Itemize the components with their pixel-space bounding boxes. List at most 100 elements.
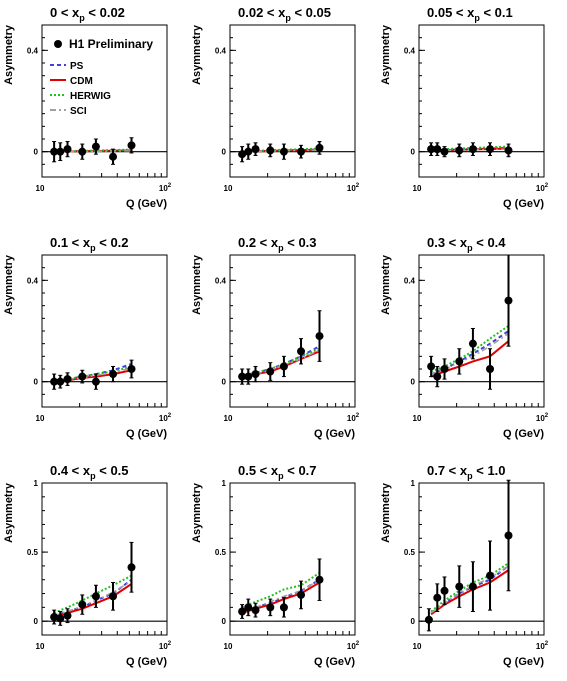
title-sub: p — [90, 471, 96, 481]
data-point — [266, 367, 275, 376]
x-tick-label: 10 — [224, 184, 233, 193]
data-point — [56, 614, 65, 623]
data-point — [109, 370, 118, 379]
x-tick-label: 102 — [159, 413, 172, 423]
x-axis-label: Q (GeV) — [126, 428, 167, 440]
data-point — [63, 375, 72, 384]
data-point — [279, 362, 288, 371]
title-post: < 0.05 — [291, 5, 331, 20]
title-sub: p — [285, 13, 291, 23]
x-axis-label: Q (GeV) — [314, 656, 355, 668]
panel-title: 0.02 < xp < 0.05 — [238, 5, 331, 23]
x-tick-label: 10 — [413, 642, 422, 651]
x-tick-label: 10 — [413, 184, 422, 193]
title-pre: 0.7 < x — [427, 463, 468, 478]
data-point — [427, 145, 436, 154]
title-post: < 0.1 — [480, 5, 513, 20]
y-tick-label: 0 — [222, 148, 227, 157]
x-tick-label: 10 — [36, 414, 45, 423]
y-tick-label: 0 — [34, 148, 39, 157]
data-point — [279, 603, 288, 612]
data-point — [50, 147, 59, 156]
data-point — [455, 582, 464, 591]
x-axis-label: Q (GeV) — [503, 198, 544, 210]
x-tick-label: 10 — [413, 414, 422, 423]
x-tick-label: 102 — [536, 183, 549, 193]
x-tick-base: 10 — [159, 184, 168, 193]
data-point — [251, 370, 260, 379]
y-axis-label: Asymmetry — [191, 254, 203, 315]
panel-title: 0.3 < xp < 0.4 — [427, 235, 506, 253]
title-post: < 0.02 — [85, 5, 125, 20]
x-tick-base: 10 — [224, 184, 233, 193]
series-cdm — [430, 340, 510, 378]
x-tick-base: 10 — [413, 414, 422, 423]
data-point — [440, 147, 449, 156]
x-axis-label: Q (GeV) — [503, 656, 544, 668]
data-point — [433, 372, 442, 381]
data-point — [78, 372, 87, 381]
x-tick-base: 10 — [159, 414, 168, 423]
data-point — [244, 147, 253, 156]
legend-label-sci: SCI — [70, 106, 87, 117]
x-tick-base: 10 — [413, 642, 422, 651]
title-post: < 0.2 — [96, 235, 129, 250]
data-point — [486, 571, 495, 580]
x-tick-base: 10 — [159, 642, 168, 651]
data-point — [315, 575, 324, 584]
x-tick-base: 10 — [36, 184, 45, 193]
y-tick-label: 0 — [411, 378, 416, 387]
panel-title: 0.2 < xp < 0.3 — [238, 235, 317, 253]
series-sci — [54, 150, 132, 153]
y-tick-label: 0 — [411, 617, 416, 626]
data-point — [504, 146, 513, 155]
y-tick-label: 0.4 — [27, 276, 39, 285]
y-tick-label: 0 — [34, 378, 39, 387]
x-tick-base: 10 — [536, 414, 545, 423]
y-tick-label: 1 — [34, 479, 39, 488]
x-tick-label: 102 — [347, 183, 360, 193]
x-tick-base: 10 — [347, 184, 356, 193]
x-tick-exp: 2 — [545, 641, 549, 647]
panel-title: 0.7 < xp < 1.0 — [427, 463, 506, 481]
y-tick-label: 0 — [411, 148, 416, 157]
y-tick-label: 0 — [222, 378, 227, 387]
y-tick-label: 1 — [411, 479, 416, 488]
title-sub: p — [278, 471, 284, 481]
series-ps — [53, 362, 132, 383]
x-tick-exp: 2 — [168, 183, 172, 189]
y-tick-label: 0 — [222, 617, 227, 626]
data-point — [109, 592, 118, 601]
panel-title: 0 < xp < 0.02 — [50, 5, 125, 23]
x-tick-label: 10 — [224, 642, 233, 651]
x-tick-base: 10 — [413, 184, 422, 193]
data-point — [266, 146, 275, 155]
title-pre: 0.4 < x — [50, 463, 91, 478]
y-axis-label: Asymmetry — [380, 482, 392, 543]
data-point — [238, 372, 247, 381]
data-point — [279, 147, 288, 156]
y-tick-label: 0.4 — [404, 276, 416, 285]
title-pre: 0.2 < x — [238, 235, 279, 250]
data-point — [297, 590, 306, 599]
legend-label-ps: PS — [70, 61, 84, 72]
x-tick-exp: 2 — [356, 183, 360, 189]
data-point — [244, 603, 253, 612]
x-tick-label: 102 — [159, 183, 172, 193]
series-sci — [241, 579, 320, 613]
plot-frame — [41, 482, 168, 636]
series-herwig — [241, 347, 320, 377]
panel-title: 0.1 < xp < 0.2 — [50, 235, 129, 253]
title-sub: p — [90, 243, 96, 253]
y-tick-label: 0.4 — [27, 46, 39, 55]
legend-label-cdm: CDM — [70, 76, 93, 87]
data-point — [91, 592, 100, 601]
data-point — [266, 603, 275, 612]
